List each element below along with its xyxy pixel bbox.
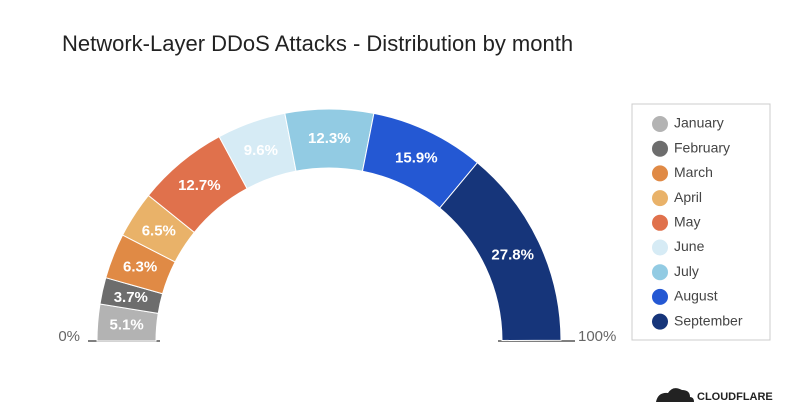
value-label: 9.6% [244, 142, 278, 159]
legend-label: July [674, 263, 699, 279]
value-label: 12.3% [308, 130, 351, 147]
legend-marker [652, 140, 668, 157]
legend-label: February [674, 139, 730, 155]
chart-title: Network-Layer DDoS Attacks - Distributio… [62, 31, 573, 56]
legend-marker [652, 214, 668, 231]
legend-label: June [674, 238, 705, 254]
legend-marker [652, 239, 668, 256]
brand: CLOUDFLARE [656, 388, 773, 403]
legend-marker [652, 190, 668, 207]
scale-label: 100% [578, 328, 616, 345]
legend-label: May [674, 214, 700, 230]
legend-label: April [674, 189, 702, 205]
legend-marker [652, 313, 668, 330]
value-label: 12.7% [178, 177, 221, 194]
scale-label: 0% [58, 328, 80, 345]
value-label: 15.9% [395, 150, 438, 167]
legend-label: March [674, 164, 713, 180]
value-label: 6.5% [142, 222, 176, 239]
legend-label: January [674, 115, 724, 131]
legend-label: August [674, 288, 718, 304]
value-label: 3.7% [114, 289, 148, 306]
legend-marker [652, 288, 668, 305]
segment [438, 162, 562, 341]
legend-label: September [674, 312, 743, 328]
brand-logo [656, 388, 694, 402]
legend-marker [652, 165, 668, 182]
legend-marker [652, 264, 668, 281]
value-label: 6.3% [123, 259, 157, 276]
brand-text: CLOUDFLARE [697, 391, 773, 403]
value-label: 27.8% [491, 247, 534, 264]
legend-marker [652, 116, 668, 132]
value-label: 5.1% [110, 317, 144, 334]
